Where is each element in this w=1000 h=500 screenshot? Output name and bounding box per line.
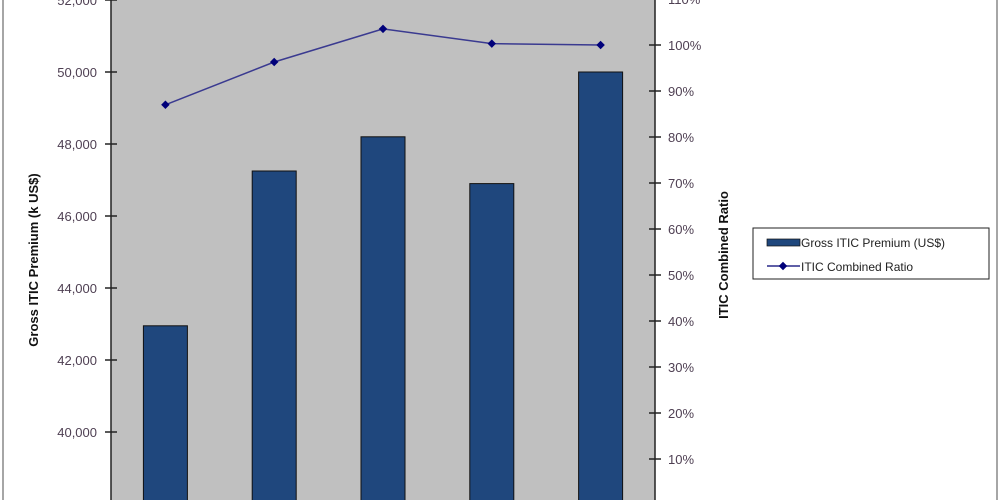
y-tick-label: 44,000 xyxy=(57,281,97,296)
legend-swatch-marker xyxy=(778,261,788,271)
ratio-point-4 xyxy=(487,39,497,48)
y-axis-title: Gross ITIC Premium (k US$) xyxy=(26,173,41,346)
y2-tick-label: 20% xyxy=(668,406,694,421)
y-tick-label: 46,000 xyxy=(57,209,97,224)
bar-2 xyxy=(251,170,297,500)
legend-swatch-bar xyxy=(766,238,801,247)
legend: Gross ITIC Premium (US$) ITIC Combined R… xyxy=(752,227,990,280)
y-tick-label: 50,000 xyxy=(57,65,97,80)
y2-tick-label: 110% xyxy=(668,0,701,7)
y2-tick-label: 10% xyxy=(668,452,694,467)
bar-1 xyxy=(142,325,188,500)
bar-3 xyxy=(360,136,406,500)
y2-tick-label: 80% xyxy=(668,130,694,145)
y-tick-label: 48,000 xyxy=(57,137,97,152)
bar-4 xyxy=(469,183,515,500)
y2-tick-label: 100% xyxy=(668,38,702,53)
ratio-point-1 xyxy=(161,100,170,110)
y2-tick-label: 50% xyxy=(668,268,694,283)
y2-tick-label: 60% xyxy=(668,222,694,237)
y2-tick-label: 30% xyxy=(668,360,694,375)
y2-tick-label: 70% xyxy=(668,176,694,191)
legend-label-premium: Gross ITIC Premium (US$) xyxy=(801,236,945,250)
ratio-point-2 xyxy=(269,57,279,67)
y-tick-label: 40,000 xyxy=(57,425,97,440)
y2-tick-label: 90% xyxy=(668,84,694,99)
y2-axis-title: ITIC Combined Ratio xyxy=(716,191,731,319)
ratio-point-3 xyxy=(378,24,388,34)
legend-box xyxy=(752,227,990,280)
y2-tick-label: 40% xyxy=(668,314,694,329)
bar-5 xyxy=(578,71,624,500)
y-tick-label: 42,000 xyxy=(57,353,97,368)
legend-label-ratio: ITIC Combined Ratio xyxy=(801,260,913,274)
y-tick-label: 52,000 xyxy=(57,0,97,8)
